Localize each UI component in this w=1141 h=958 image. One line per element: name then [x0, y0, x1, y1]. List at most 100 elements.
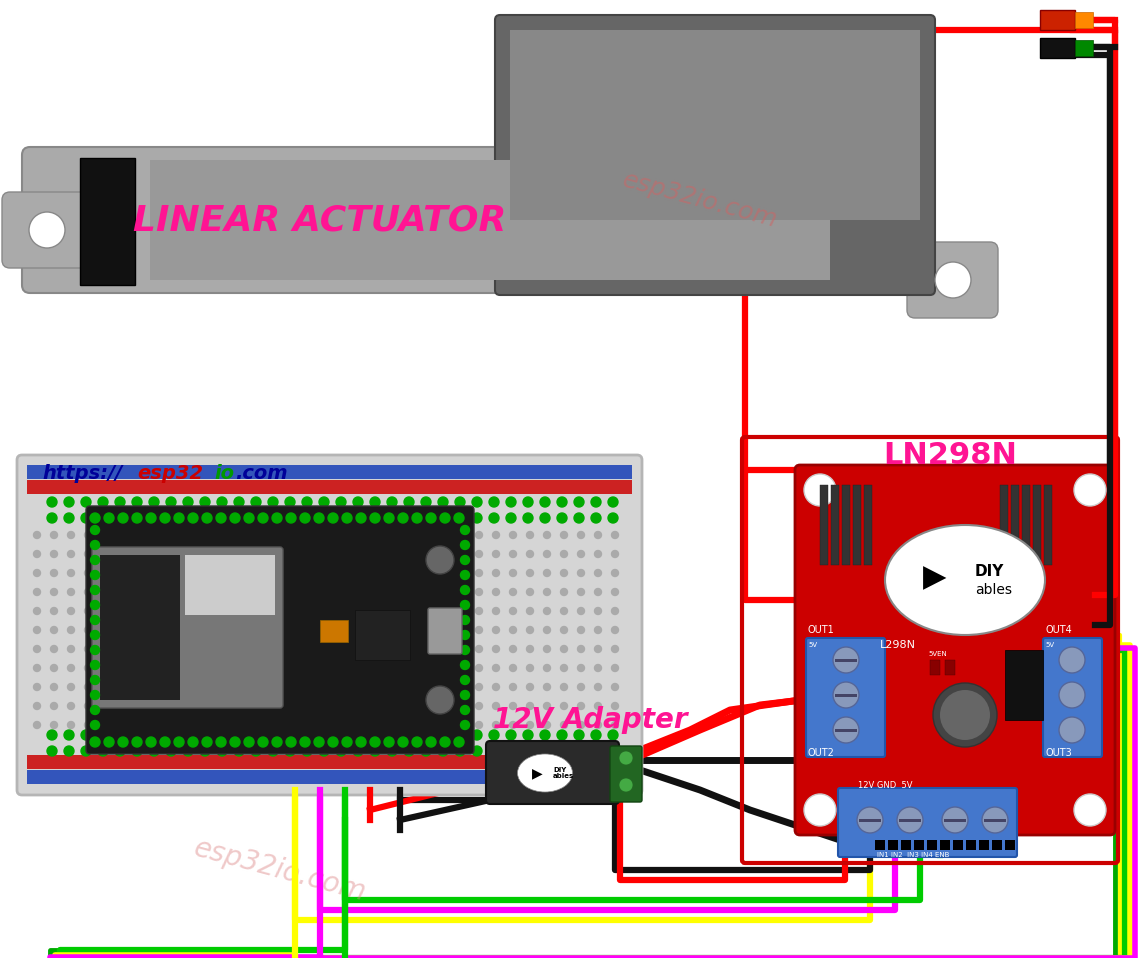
- Circle shape: [84, 665, 91, 672]
- Circle shape: [90, 601, 99, 609]
- Circle shape: [67, 569, 74, 577]
- Circle shape: [523, 746, 533, 756]
- Bar: [1075, 40, 1093, 56]
- Circle shape: [170, 627, 177, 633]
- Circle shape: [285, 497, 296, 507]
- Circle shape: [234, 497, 244, 507]
- Circle shape: [115, 746, 126, 756]
- Bar: [979, 840, 989, 850]
- Circle shape: [454, 513, 464, 523]
- Circle shape: [510, 588, 517, 596]
- Circle shape: [136, 588, 143, 596]
- Circle shape: [591, 513, 601, 523]
- Circle shape: [132, 497, 141, 507]
- Circle shape: [153, 551, 160, 558]
- Circle shape: [404, 513, 414, 523]
- Circle shape: [119, 702, 126, 710]
- Circle shape: [149, 513, 159, 523]
- Circle shape: [136, 721, 143, 728]
- Circle shape: [237, 627, 244, 633]
- Circle shape: [459, 646, 466, 652]
- Circle shape: [455, 730, 466, 740]
- Circle shape: [612, 646, 618, 652]
- Circle shape: [118, 737, 128, 747]
- Circle shape: [132, 730, 141, 740]
- Bar: [831, 485, 839, 565]
- Circle shape: [132, 513, 141, 523]
- Circle shape: [149, 730, 159, 740]
- Circle shape: [84, 721, 91, 728]
- Circle shape: [306, 646, 313, 652]
- Circle shape: [268, 513, 278, 523]
- Circle shape: [390, 721, 397, 728]
- Circle shape: [356, 721, 364, 728]
- Circle shape: [165, 730, 176, 740]
- Circle shape: [183, 730, 193, 740]
- Circle shape: [220, 683, 227, 691]
- Circle shape: [289, 702, 296, 710]
- Circle shape: [560, 721, 567, 728]
- Circle shape: [493, 588, 500, 596]
- Circle shape: [244, 513, 254, 523]
- Circle shape: [286, 737, 296, 747]
- Circle shape: [442, 721, 448, 728]
- Circle shape: [203, 646, 210, 652]
- Circle shape: [459, 627, 466, 633]
- Circle shape: [510, 683, 517, 691]
- Circle shape: [370, 730, 380, 740]
- Bar: [149, 160, 830, 280]
- Circle shape: [186, 627, 194, 633]
- Bar: [27, 770, 632, 784]
- Circle shape: [472, 746, 482, 756]
- Circle shape: [577, 683, 584, 691]
- Text: 5V: 5V: [1045, 642, 1054, 648]
- Circle shape: [335, 497, 346, 507]
- Circle shape: [356, 683, 364, 691]
- Circle shape: [186, 683, 194, 691]
- Circle shape: [505, 513, 516, 523]
- Bar: [899, 819, 921, 822]
- Circle shape: [424, 551, 431, 558]
- Circle shape: [620, 778, 633, 792]
- Bar: [1011, 485, 1019, 565]
- Circle shape: [608, 497, 618, 507]
- Text: 12V GND  5V: 12V GND 5V: [858, 781, 913, 790]
- Bar: [864, 485, 872, 565]
- Circle shape: [523, 513, 533, 523]
- Circle shape: [132, 737, 141, 747]
- Circle shape: [335, 746, 346, 756]
- Circle shape: [319, 746, 329, 756]
- Bar: [185, 555, 275, 615]
- Circle shape: [254, 532, 261, 538]
- Circle shape: [472, 513, 482, 523]
- Circle shape: [476, 683, 483, 691]
- Circle shape: [461, 720, 469, 729]
- Circle shape: [289, 665, 296, 672]
- Circle shape: [203, 607, 210, 614]
- Circle shape: [323, 607, 330, 614]
- Circle shape: [510, 551, 517, 558]
- Circle shape: [424, 665, 431, 672]
- Circle shape: [526, 646, 534, 652]
- Bar: [1039, 10, 1075, 30]
- Circle shape: [373, 665, 380, 672]
- Circle shape: [170, 607, 177, 614]
- Circle shape: [50, 721, 57, 728]
- Circle shape: [258, 737, 268, 747]
- Circle shape: [510, 702, 517, 710]
- Circle shape: [833, 647, 859, 673]
- Circle shape: [356, 569, 364, 577]
- Circle shape: [188, 737, 199, 747]
- Circle shape: [90, 691, 99, 699]
- Circle shape: [459, 532, 466, 538]
- Circle shape: [591, 497, 601, 507]
- Circle shape: [398, 737, 408, 747]
- Circle shape: [306, 569, 313, 577]
- Circle shape: [33, 569, 40, 577]
- Circle shape: [272, 702, 278, 710]
- Circle shape: [327, 737, 338, 747]
- Circle shape: [136, 551, 143, 558]
- Circle shape: [557, 513, 567, 523]
- Circle shape: [84, 646, 91, 652]
- Circle shape: [476, 721, 483, 728]
